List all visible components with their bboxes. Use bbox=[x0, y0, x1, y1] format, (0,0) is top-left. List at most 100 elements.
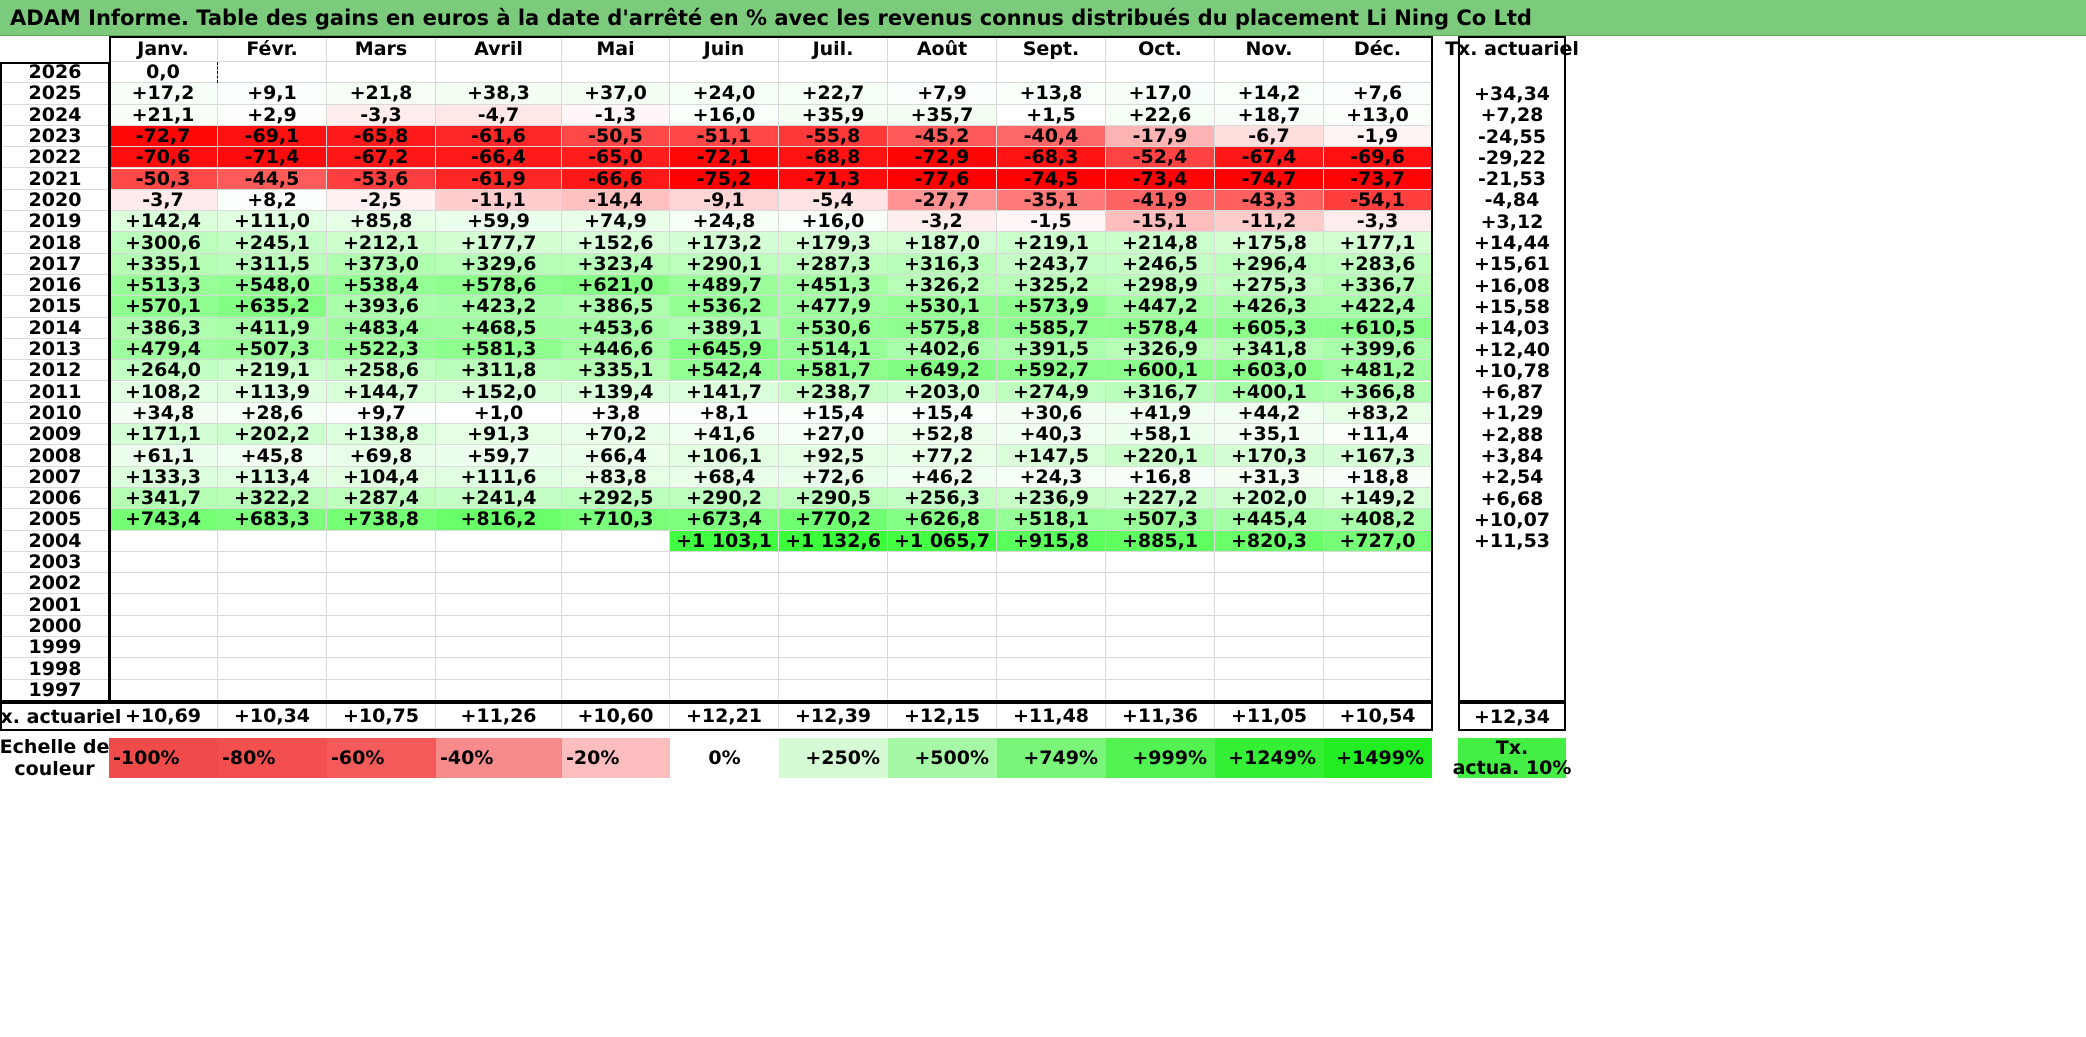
table-cell: +530,6 bbox=[779, 317, 888, 339]
table-cell: +300,6 bbox=[109, 232, 218, 254]
annual-rate-cell: +1,29 bbox=[1480, 402, 1544, 425]
table-cell: +106,1 bbox=[670, 445, 779, 467]
table-cell bbox=[1215, 679, 1324, 701]
annual-rate-cell bbox=[1458, 573, 1566, 594]
table-cell: +74,9 bbox=[562, 210, 670, 233]
table-cell: +59,7 bbox=[436, 445, 562, 467]
table-cell bbox=[888, 615, 997, 638]
table-cell: +575,8 bbox=[888, 317, 997, 339]
table-cell: +635,2 bbox=[218, 295, 327, 318]
summary-cell: +11,48 bbox=[997, 704, 1106, 729]
table-cell bbox=[1324, 62, 1432, 84]
annual-rate-cell: +15,61 bbox=[1473, 253, 1551, 276]
table-cell: +373,0 bbox=[327, 253, 436, 275]
table-cell: +241,4 bbox=[436, 487, 562, 510]
table-cell: +538,4 bbox=[327, 274, 436, 297]
table-cell: +489,7 bbox=[670, 274, 779, 297]
month-header: Déc. bbox=[1324, 36, 1432, 62]
table-cell: +483,4 bbox=[327, 317, 436, 339]
table-cell bbox=[1106, 637, 1215, 659]
year-label: 2013 bbox=[2, 338, 109, 361]
table-cell: -40,4 bbox=[997, 125, 1106, 148]
table-cell bbox=[327, 594, 436, 616]
annual-rate-cell bbox=[1458, 680, 1566, 701]
table-cell bbox=[888, 62, 997, 84]
table-cell: +22,6 bbox=[1106, 104, 1215, 126]
table-cell: +738,8 bbox=[327, 508, 436, 531]
table-cell: -72,7 bbox=[109, 125, 218, 148]
table-cell bbox=[562, 551, 670, 574]
table-cell: +3,8 bbox=[562, 402, 670, 425]
table-cell: +141,7 bbox=[670, 381, 779, 403]
table-cell: +386,3 bbox=[109, 317, 218, 339]
table-cell bbox=[1106, 551, 1215, 574]
table-cell: +2,9 bbox=[218, 104, 327, 126]
table-cell: +177,1 bbox=[1324, 232, 1432, 254]
table-cell: -55,8 bbox=[779, 125, 888, 148]
table-cell: +570,1 bbox=[109, 295, 218, 318]
table-cell bbox=[1106, 594, 1215, 616]
table-cell bbox=[888, 594, 997, 616]
table-cell bbox=[562, 658, 670, 680]
table-cell: +290,2 bbox=[670, 487, 779, 510]
table-cell: +743,4 bbox=[109, 508, 218, 531]
table-cell: +113,4 bbox=[218, 466, 327, 488]
annual-rate-cell: +12,40 bbox=[1473, 338, 1551, 361]
table-cell bbox=[109, 679, 218, 701]
year-label: 2017 bbox=[2, 253, 109, 275]
table-cell: +592,7 bbox=[997, 359, 1106, 382]
table-cell: +290,5 bbox=[779, 487, 888, 510]
annual-rate-cell bbox=[1458, 616, 1566, 637]
table-cell: +7,9 bbox=[888, 82, 997, 105]
table-cell bbox=[327, 637, 436, 659]
annual-rate-cell: +6,68 bbox=[1480, 487, 1544, 510]
month-header: Avril bbox=[436, 36, 562, 62]
year-label: 2010 bbox=[2, 402, 109, 425]
year-label: 2012 bbox=[2, 359, 109, 382]
table-cell: +399,6 bbox=[1324, 338, 1432, 361]
annual-rate-cell: +10,07 bbox=[1473, 508, 1551, 531]
table-cell: +44,2 bbox=[1215, 402, 1324, 425]
table-cell: +238,7 bbox=[779, 381, 888, 403]
table-cell: +35,7 bbox=[888, 104, 997, 126]
table-cell: +17,0 bbox=[1106, 82, 1215, 105]
table-cell: +91,3 bbox=[436, 423, 562, 446]
cell-divider bbox=[217, 62, 218, 84]
table-cell: +219,1 bbox=[218, 359, 327, 382]
table-cell bbox=[327, 658, 436, 680]
table-cell bbox=[436, 658, 562, 680]
table-cell bbox=[436, 551, 562, 574]
table-cell bbox=[670, 658, 779, 680]
table-cell: -52,4 bbox=[1106, 146, 1215, 169]
color-scale-swatch: +749% bbox=[997, 738, 1106, 778]
table-cell: +585,7 bbox=[997, 317, 1106, 339]
table-cell: +27,0 bbox=[779, 423, 888, 446]
table-cell: +147,5 bbox=[997, 445, 1106, 467]
table-cell: +227,2 bbox=[1106, 487, 1215, 510]
table-cell: +514,1 bbox=[779, 338, 888, 361]
table-cell bbox=[888, 637, 997, 659]
table-cell bbox=[997, 615, 1106, 638]
summary-cell: +11,36 bbox=[1106, 704, 1215, 729]
year-label: 2006 bbox=[2, 487, 109, 510]
table-cell: -66,4 bbox=[436, 146, 562, 169]
year-label: 2018 bbox=[2, 232, 109, 254]
table-cell: -65,0 bbox=[562, 146, 670, 169]
table-cell bbox=[218, 530, 327, 552]
table-cell bbox=[997, 679, 1106, 701]
table-cell: -73,7 bbox=[1324, 168, 1432, 190]
table-cell: +423,2 bbox=[436, 295, 562, 318]
table-cell: -70,6 bbox=[109, 146, 218, 169]
table-cell bbox=[109, 615, 218, 638]
year-label: 2020 bbox=[2, 189, 109, 212]
table-cell: +264,0 bbox=[109, 359, 218, 382]
table-cell: +326,2 bbox=[888, 274, 997, 297]
table-cell: +296,4 bbox=[1215, 253, 1324, 275]
month-header: Juil. bbox=[779, 36, 888, 62]
table-cell: +139,4 bbox=[562, 381, 670, 403]
table-cell: +645,9 bbox=[670, 338, 779, 361]
table-cell: +578,4 bbox=[1106, 317, 1215, 339]
annual-rate-cell bbox=[1458, 658, 1566, 679]
table-cell: -11,2 bbox=[1215, 210, 1324, 233]
table-cell: +446,6 bbox=[562, 338, 670, 361]
